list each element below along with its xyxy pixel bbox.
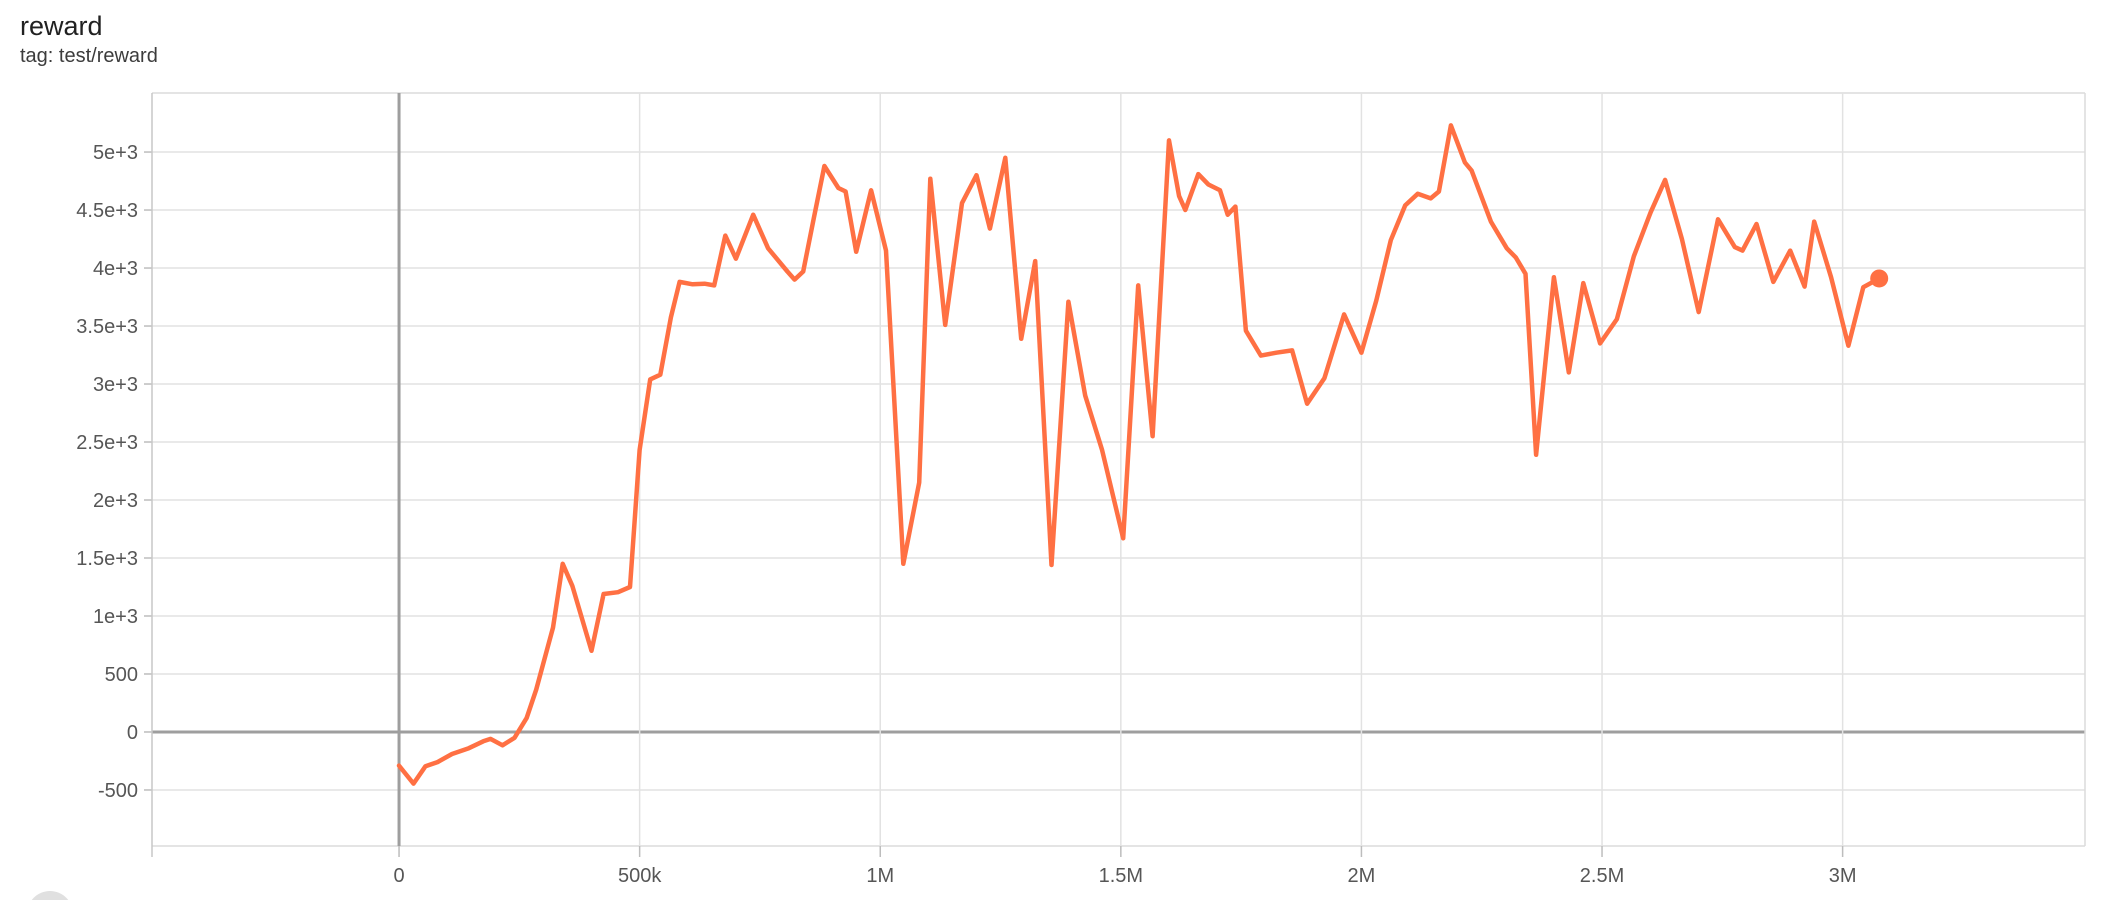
y-tick-label: 3.5e+3	[76, 316, 138, 338]
y-tick-label: 1.5e+3	[76, 548, 138, 570]
y-tick-label: 4e+3	[93, 258, 138, 280]
last-point-marker[interactable]	[1870, 269, 1889, 288]
x-tick-label: 500k	[618, 865, 662, 887]
chart-title: reward	[20, 11, 103, 41]
y-tick-label: 2.5e+3	[76, 432, 138, 454]
chart-tag-subtitle: tag: test/reward	[20, 45, 158, 67]
y-tick-label: 4.5e+3	[76, 200, 138, 222]
x-tick-label: 1M	[866, 865, 894, 887]
y-tick-label: 1e+3	[93, 606, 138, 628]
partial-scroll-button[interactable]	[27, 891, 73, 900]
y-tick-label: 2e+3	[93, 490, 138, 512]
y-tick-label: 5e+3	[93, 142, 138, 164]
y-tick-label: -500	[98, 780, 138, 802]
x-tick-label: 2.5M	[1580, 865, 1624, 887]
x-tick-label: 2M	[1348, 865, 1376, 887]
y-tick-label: 0	[127, 722, 138, 744]
x-tick-label: 0	[393, 865, 404, 887]
y-tick-label: 500	[105, 664, 138, 686]
x-tick-label: 3M	[1829, 865, 1857, 887]
y-tick-label: 3e+3	[93, 374, 138, 396]
reward-line[interactable]	[396, 123, 1882, 786]
x-tick-label: 1.5M	[1099, 865, 1143, 887]
